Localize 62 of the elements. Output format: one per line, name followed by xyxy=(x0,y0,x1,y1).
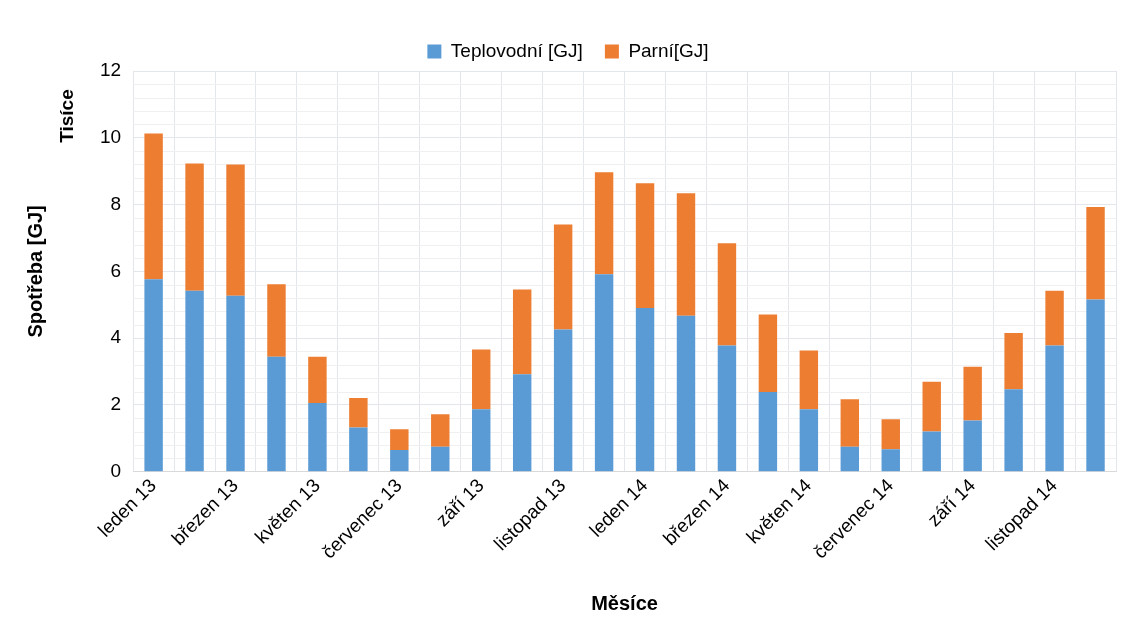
bar xyxy=(226,164,245,296)
bar xyxy=(1045,290,1064,346)
bar xyxy=(512,289,532,375)
bar xyxy=(799,350,819,410)
bar xyxy=(717,243,737,346)
bar xyxy=(840,399,860,447)
bar xyxy=(1086,299,1105,472)
x-tick-label: září 14 xyxy=(923,474,980,531)
legend-label: Teplovodní [GJ] xyxy=(450,39,583,61)
y-tick-label: 2 xyxy=(110,393,122,415)
bar xyxy=(963,366,982,421)
bar xyxy=(267,284,286,357)
bar xyxy=(717,345,737,472)
bar xyxy=(308,402,327,472)
bar xyxy=(1086,206,1105,300)
bar xyxy=(758,391,778,472)
bar xyxy=(881,419,900,450)
bar xyxy=(349,427,368,472)
bar xyxy=(472,349,491,410)
bar xyxy=(840,446,860,472)
bar xyxy=(431,414,450,447)
bar xyxy=(349,397,368,428)
bar xyxy=(922,431,941,472)
bar xyxy=(594,172,614,275)
text: Tisíce xyxy=(56,89,78,143)
bar xyxy=(758,314,778,392)
y-tick-label: 8 xyxy=(110,192,122,214)
bar xyxy=(512,374,532,472)
legend-label: Parní[GJ] xyxy=(628,39,709,61)
bar xyxy=(308,356,327,403)
bar xyxy=(963,420,982,472)
bar xyxy=(635,308,655,472)
bar xyxy=(553,224,573,330)
y-tick-label: 6 xyxy=(110,259,122,281)
x-axis-title: Měsíce xyxy=(591,591,658,614)
bar xyxy=(1045,345,1064,472)
bar xyxy=(472,409,491,472)
bar xyxy=(1004,389,1023,472)
y-tick-label: 10 xyxy=(99,126,122,148)
bar xyxy=(431,446,450,472)
bar xyxy=(799,409,819,472)
bar xyxy=(226,295,245,472)
y-tick-label: 0 xyxy=(110,459,122,481)
bar xyxy=(144,279,163,472)
bar xyxy=(185,290,204,472)
bar xyxy=(144,133,163,280)
bar xyxy=(553,329,573,472)
y-tick-label: 12 xyxy=(99,59,122,81)
bar xyxy=(635,183,655,309)
bar xyxy=(922,381,941,432)
bar xyxy=(390,429,409,450)
y-axis-title: Spotřeba [GJ] xyxy=(23,205,46,338)
bar xyxy=(676,193,696,316)
y-tick-label: 4 xyxy=(110,326,122,348)
bar xyxy=(881,449,900,472)
bar xyxy=(185,163,204,291)
bar xyxy=(267,356,286,472)
x-tick-label: září 13 xyxy=(431,474,488,531)
bar xyxy=(390,449,409,472)
bar xyxy=(594,274,614,472)
bar xyxy=(1004,333,1023,390)
bar xyxy=(676,315,696,472)
